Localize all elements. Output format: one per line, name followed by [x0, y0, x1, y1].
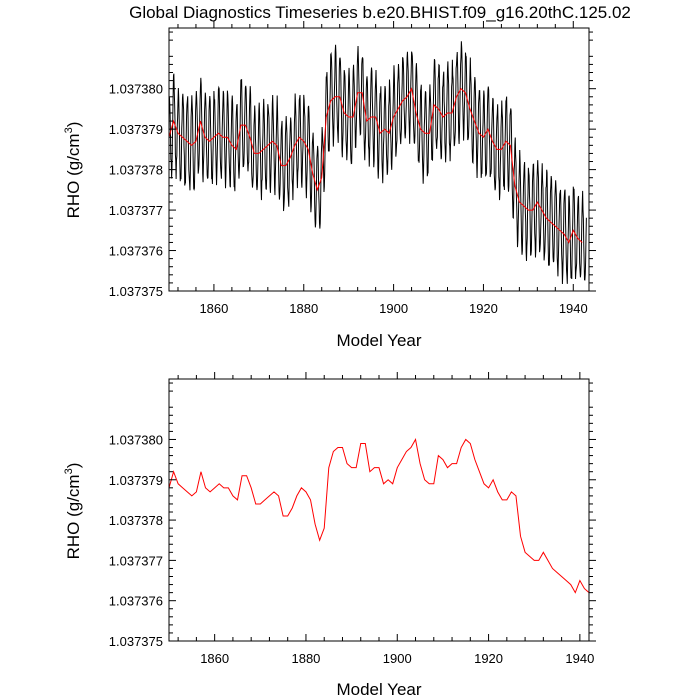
- top-x-tick-label: 1940: [559, 301, 588, 316]
- bottom-plot-frame: [168, 378, 590, 642]
- bottom-y-axis-title-close: ): [64, 463, 83, 469]
- top-y-tick-label: 1.037375: [109, 284, 163, 299]
- bottom-annual-series-line: [168, 438, 590, 594]
- top-y-tick-label: 1.037377: [109, 203, 163, 218]
- bottom-y-axis-title-sup: 3: [63, 468, 75, 474]
- top-x-tick-label: 1860: [199, 301, 228, 316]
- bottom-x-tick-label: 1940: [565, 651, 594, 666]
- top-x-tick-label: 1900: [379, 301, 408, 316]
- bottom-y-tick-label: 1.037379: [109, 473, 163, 488]
- top-y-axis-title-close: ): [64, 122, 83, 128]
- top-y-tick-label: 1.037378: [109, 163, 163, 178]
- bottom-x-tick-label: 1900: [383, 651, 412, 666]
- top-annual-series-line: [168, 87, 583, 244]
- top-monthly-line-group: [168, 41, 587, 285]
- top-x-tick-label: 1920: [469, 301, 498, 316]
- top-plot-frame: [168, 27, 590, 292]
- top-x-axis-title: Model Year: [336, 331, 421, 350]
- bottom-annual-line-group: [168, 438, 590, 594]
- bottom-x-tick-label: 1920: [474, 651, 503, 666]
- top-monthly-series-line: [168, 41, 587, 285]
- top-y-tick-label: 1.037379: [109, 122, 163, 137]
- bottom-y-tick-label: 1.037376: [109, 594, 163, 609]
- top-y-tick-label: 1.037376: [109, 244, 163, 259]
- bottom-x-tick-label: 1880: [291, 651, 320, 666]
- bottom-x-axis-title: Model Year: [336, 680, 421, 699]
- bottom-panel: 1860 1880 1900 1920 1940 1.037375 1.037376 1.03…: [63, 372, 596, 699]
- bottom-y-tick-label: 1.037375: [109, 634, 163, 649]
- bottom-y-tick-label: 1.037378: [109, 513, 163, 528]
- top-panel: 1860 1880 1900 1920 1940 1.037375 1.037376 1.03…: [63, 21, 596, 350]
- top-annual-line-group: [168, 87, 583, 244]
- top-ticks: 1860 1880 1900 1920 1940 1.037375 1.037376 1.03…: [109, 21, 596, 316]
- bottom-y-tick-label: 1.037377: [109, 553, 163, 568]
- bottom-y-axis-title-main: RHO (g/cm: [64, 474, 83, 559]
- top-y-tick-label: 1.037380: [109, 82, 163, 97]
- bottom-ticks: 1860 1880 1900 1920 1940 1.037375 1.037376 1.03…: [109, 372, 596, 666]
- top-y-axis-title-main: RHO (g/cm: [64, 133, 83, 218]
- top-y-axis-title: RHO (g/cm3): [63, 122, 83, 219]
- figure-title: Global Diagnostics Timeseries b.e20.BHIS…: [129, 3, 631, 22]
- top-y-axis-title-sup: 3: [63, 127, 75, 133]
- top-x-tick-label: 1880: [289, 301, 318, 316]
- bottom-y-tick-label: 1.037380: [109, 432, 163, 447]
- bottom-y-axis-title: RHO (g/cm3): [63, 463, 83, 560]
- bottom-x-tick-label: 1860: [200, 651, 229, 666]
